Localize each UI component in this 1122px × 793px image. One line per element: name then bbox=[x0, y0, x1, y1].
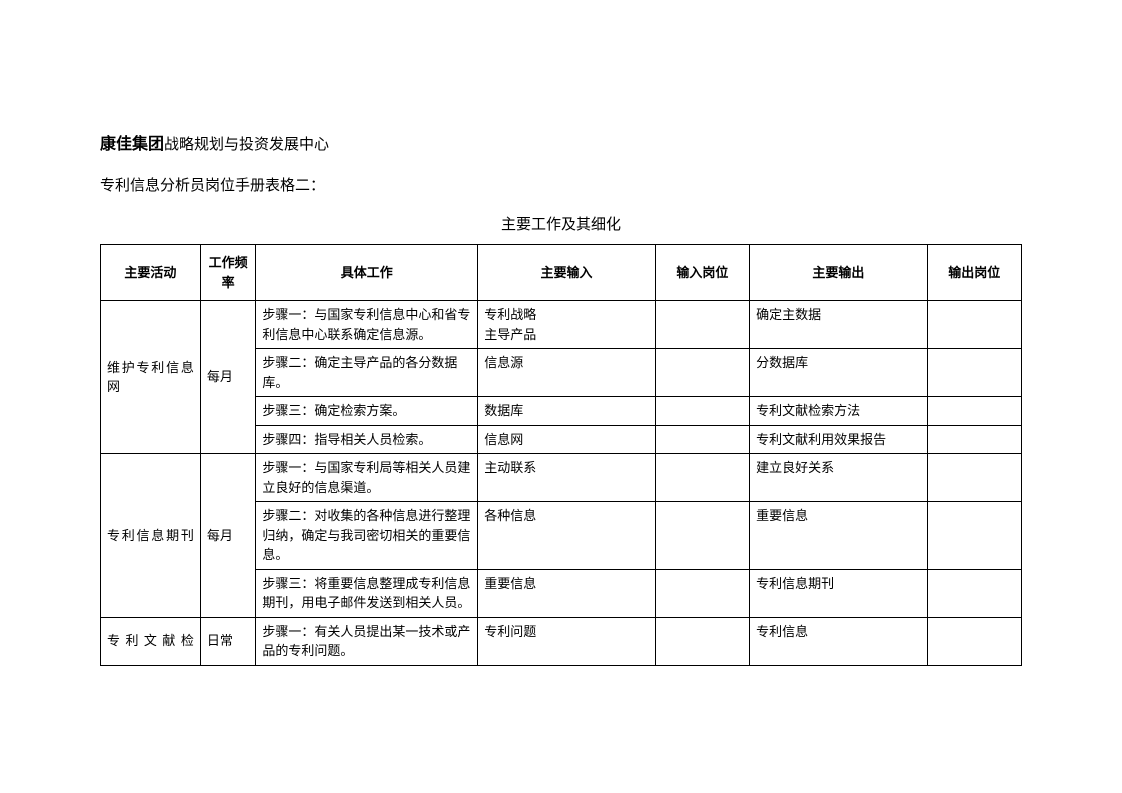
input-pos-cell bbox=[655, 502, 749, 570]
input-cell: 数据库 bbox=[478, 397, 656, 426]
header-output-pos: 输出岗位 bbox=[927, 245, 1021, 301]
freq-cell: 每月 bbox=[200, 301, 255, 454]
input-cell: 各种信息 bbox=[478, 502, 656, 570]
input-cell: 专利战略 主导产品 bbox=[478, 301, 656, 349]
work-cell: 步骤一：与国家专利局等相关人员建立良好的信息渠道。 bbox=[256, 454, 478, 502]
table-title: 主要工作及其细化 bbox=[100, 213, 1022, 234]
output-cell: 建立良好关系 bbox=[750, 454, 928, 502]
table-row: 专利文献检 日常 步骤一：有关人员提出某一技术或产品的专利问题。 专利问题 专利… bbox=[101, 617, 1022, 665]
work-cell: 步骤一：有关人员提出某一技术或产品的专利问题。 bbox=[256, 617, 478, 665]
output-pos-cell bbox=[927, 425, 1021, 454]
output-cell: 专利信息 bbox=[750, 617, 928, 665]
input-cell: 重要信息 bbox=[478, 569, 656, 617]
header-freq: 工作频率 bbox=[200, 245, 255, 301]
input-cell: 信息源 bbox=[478, 349, 656, 397]
header-output: 主要输出 bbox=[750, 245, 928, 301]
header-work: 具体工作 bbox=[256, 245, 478, 301]
freq-cell: 每月 bbox=[200, 454, 255, 618]
output-pos-cell bbox=[927, 569, 1021, 617]
input-pos-cell bbox=[655, 425, 749, 454]
activity-cell: 专利文献检 bbox=[101, 617, 201, 665]
work-cell: 步骤三：将重要信息整理成专利信息期刊，用电子邮件发送到相关人员。 bbox=[256, 569, 478, 617]
input-pos-cell bbox=[655, 617, 749, 665]
input-pos-cell bbox=[655, 301, 749, 349]
output-pos-cell bbox=[927, 502, 1021, 570]
activity-cell: 维护专利信息网 bbox=[101, 301, 201, 454]
header-line: 康佳集团战略规划与投资发展中心 bbox=[100, 130, 1022, 154]
output-pos-cell bbox=[927, 397, 1021, 426]
output-pos-cell bbox=[927, 454, 1021, 502]
work-cell: 步骤二：对收集的各种信息进行整理归纳，确定与我司密切相关的重要信息。 bbox=[256, 502, 478, 570]
header-input: 主要输入 bbox=[478, 245, 656, 301]
document-page: 康佳集团战略规划与投资发展中心 专利信息分析员岗位手册表格二： 主要工作及其细化… bbox=[0, 0, 1122, 793]
company-name: 康佳集团 bbox=[100, 136, 164, 153]
main-table: 主要活动 工作频率 具体工作 主要输入 输入岗位 主要输出 输出岗位 维护专利信… bbox=[100, 244, 1022, 666]
output-cell: 专利信息期刊 bbox=[750, 569, 928, 617]
table-row: 专利信息期刊 每月 步骤一：与国家专利局等相关人员建立良好的信息渠道。 主动联系… bbox=[101, 454, 1022, 502]
input-pos-cell bbox=[655, 569, 749, 617]
subtitle: 专利信息分析员岗位手册表格二： bbox=[100, 174, 1022, 195]
output-cell: 分数据库 bbox=[750, 349, 928, 397]
output-cell: 专利文献检索方法 bbox=[750, 397, 928, 426]
work-cell: 步骤二：确定主导产品的各分数据库。 bbox=[256, 349, 478, 397]
output-cell: 确定主数据 bbox=[750, 301, 928, 349]
input-pos-cell bbox=[655, 397, 749, 426]
output-cell: 重要信息 bbox=[750, 502, 928, 570]
input-cell: 信息网 bbox=[478, 425, 656, 454]
department-name: 战略规划与投资发展中心 bbox=[164, 137, 329, 153]
table-header-row: 主要活动 工作频率 具体工作 主要输入 输入岗位 主要输出 输出岗位 bbox=[101, 245, 1022, 301]
header-input-pos: 输入岗位 bbox=[655, 245, 749, 301]
input-pos-cell bbox=[655, 454, 749, 502]
work-cell: 步骤一：与国家专利信息中心和省专利信息中心联系确定信息源。 bbox=[256, 301, 478, 349]
output-pos-cell bbox=[927, 301, 1021, 349]
output-cell: 专利文献利用效果报告 bbox=[750, 425, 928, 454]
header-activity: 主要活动 bbox=[101, 245, 201, 301]
output-pos-cell bbox=[927, 617, 1021, 665]
input-cell: 专利问题 bbox=[478, 617, 656, 665]
table-row: 维护专利信息网 每月 步骤一：与国家专利信息中心和省专利信息中心联系确定信息源。… bbox=[101, 301, 1022, 349]
input-cell: 主动联系 bbox=[478, 454, 656, 502]
freq-cell: 日常 bbox=[200, 617, 255, 665]
input-pos-cell bbox=[655, 349, 749, 397]
output-pos-cell bbox=[927, 349, 1021, 397]
work-cell: 步骤四：指导相关人员检索。 bbox=[256, 425, 478, 454]
activity-cell: 专利信息期刊 bbox=[101, 454, 201, 618]
work-cell: 步骤三：确定检索方案。 bbox=[256, 397, 478, 426]
